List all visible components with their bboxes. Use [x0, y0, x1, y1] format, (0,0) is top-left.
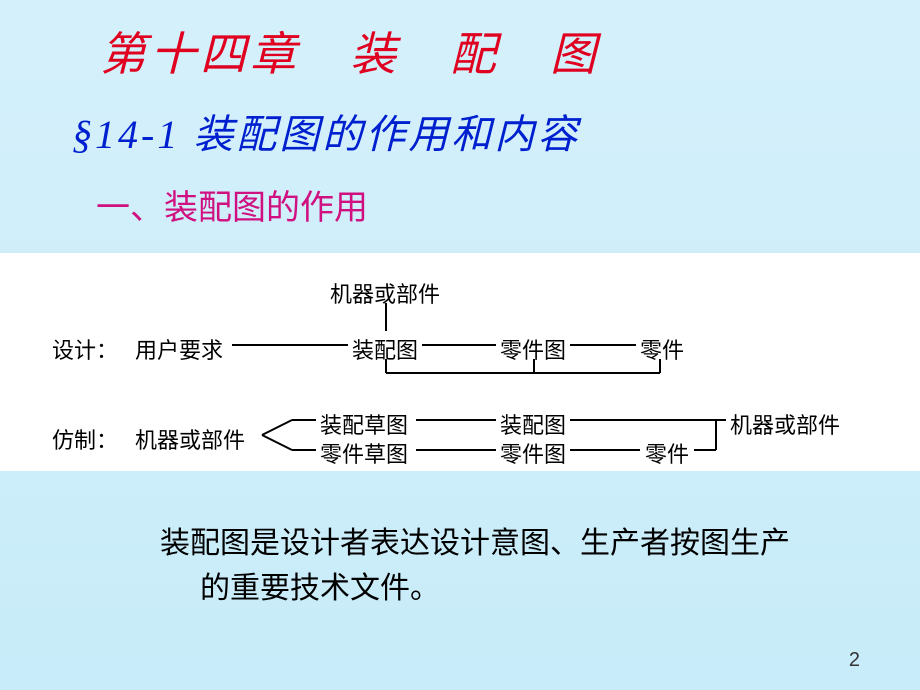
sub-heading: 一、装配图的作用 [0, 160, 920, 229]
page-number: 2 [849, 649, 860, 672]
diagram-lines [0, 253, 920, 471]
body-text-line1: 装配图是设计者表达设计意图、生产者按图生产 [160, 527, 790, 560]
flow-diagram: 设计： 用户要求 机器或部件 装配图 零件图 零件 仿制： 机器或部件 装配草图… [0, 253, 920, 471]
body-text-line2: 的重要技术文件。 [100, 572, 440, 605]
chapter-title: 第十四章 装 配 图 [0, 0, 920, 84]
body-text: 装配图是设计者表达设计意图、生产者按图生产 的重要技术文件。 [0, 471, 920, 611]
section-title: §14-1 装配图的作用和内容 [0, 84, 920, 160]
